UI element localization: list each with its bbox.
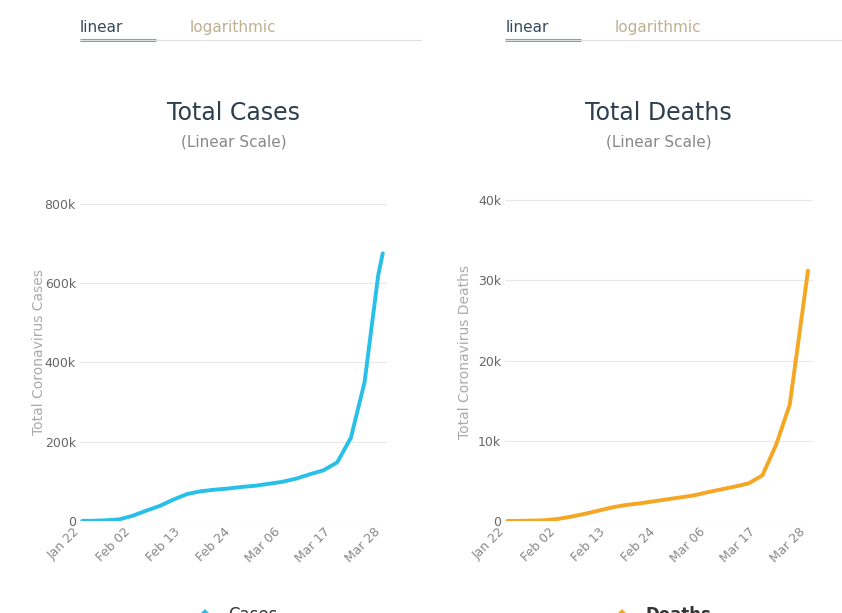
Text: logarithmic: logarithmic <box>189 20 276 35</box>
Text: (Linear Scale): (Linear Scale) <box>181 135 286 150</box>
Text: linear: linear <box>505 20 549 35</box>
Y-axis label: Total Coronavirus Deaths: Total Coronavirus Deaths <box>458 265 472 440</box>
Text: Total Deaths: Total Deaths <box>585 101 733 126</box>
Y-axis label: Total Coronavirus Cases: Total Coronavirus Cases <box>32 270 46 435</box>
Legend: Deaths: Deaths <box>600 600 717 613</box>
Text: logarithmic: logarithmic <box>615 20 701 35</box>
Text: (Linear Scale): (Linear Scale) <box>606 135 711 150</box>
Text: linear: linear <box>80 20 124 35</box>
Legend: Cases: Cases <box>183 600 285 613</box>
Text: Total Cases: Total Cases <box>168 101 300 126</box>
